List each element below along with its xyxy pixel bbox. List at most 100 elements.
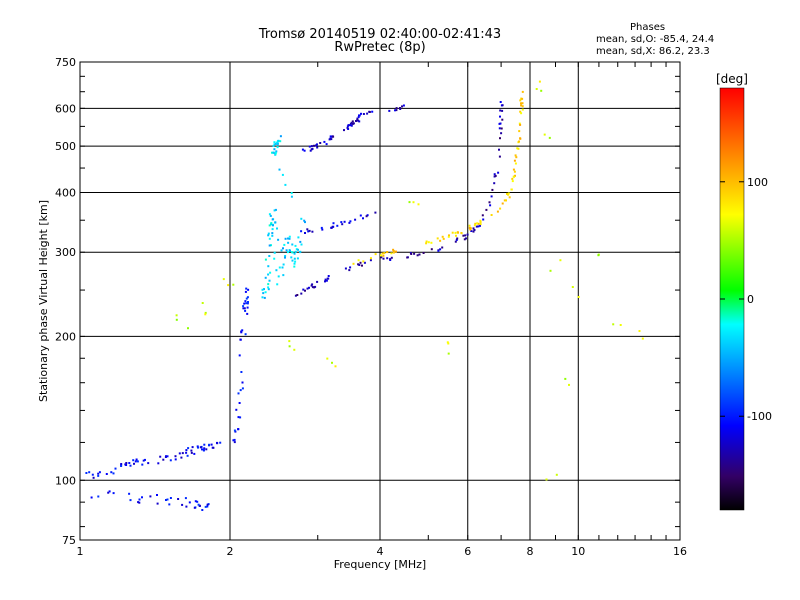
- echo-point: [264, 276, 267, 279]
- echo-point: [488, 201, 491, 204]
- echo-point: [425, 242, 428, 245]
- echo-point: [261, 288, 264, 291]
- echo-point: [325, 279, 328, 282]
- echo-point: [274, 208, 277, 211]
- echo-point: [273, 143, 276, 146]
- echo-point: [490, 214, 493, 216]
- echo-point: [521, 90, 524, 93]
- y-tick-label: 75: [62, 534, 76, 547]
- echo-point: [174, 455, 177, 458]
- y-axis-label: Stationary phase Virtual Height [km]: [37, 200, 50, 402]
- echo-point: [132, 459, 135, 462]
- echo-point: [441, 246, 444, 249]
- echo-point: [382, 257, 385, 260]
- echo-point: [311, 147, 314, 150]
- echo-point: [273, 141, 276, 144]
- echo-point: [324, 280, 326, 283]
- echo-point: [416, 254, 419, 257]
- echo-point: [412, 201, 415, 204]
- echo-point: [369, 259, 372, 262]
- echo-point: [216, 442, 219, 445]
- echo-point: [114, 467, 117, 470]
- echo-point: [240, 331, 243, 334]
- echo-point: [469, 228, 472, 231]
- echo-point: [513, 159, 516, 162]
- echo-point: [351, 120, 354, 123]
- echo-point: [454, 231, 457, 234]
- echo-point: [197, 503, 200, 506]
- echo-point: [641, 337, 644, 340]
- echo-point: [97, 495, 100, 498]
- echo-point: [133, 462, 135, 465]
- echo-point: [193, 506, 196, 509]
- echo-point: [638, 330, 641, 332]
- echo-point: [203, 443, 206, 446]
- echo-point: [389, 258, 392, 261]
- echo-point: [519, 110, 522, 113]
- echo-point: [293, 262, 296, 265]
- echo-point: [203, 447, 206, 450]
- echo-point: [319, 142, 322, 144]
- echo-point: [357, 259, 360, 262]
- echo-point: [274, 151, 277, 154]
- echo-point: [290, 195, 293, 198]
- echo-point: [300, 243, 303, 246]
- echo-point: [340, 221, 343, 224]
- echo-point: [297, 236, 300, 239]
- echo-point: [288, 235, 291, 238]
- echo-point: [288, 345, 291, 348]
- echo-point: [129, 464, 132, 467]
- echo-point: [499, 115, 501, 118]
- echo-point: [279, 135, 282, 138]
- echo-point: [501, 118, 504, 121]
- echo-point: [507, 193, 510, 196]
- echo-point: [268, 244, 271, 247]
- echo-point: [555, 473, 558, 476]
- echo-point: [355, 120, 357, 122]
- echo-point: [191, 446, 194, 449]
- stats-heading: Phases: [630, 22, 666, 33]
- echo-point: [264, 291, 267, 294]
- echo-point: [135, 458, 138, 461]
- echo-point: [159, 455, 162, 458]
- echo-point: [227, 284, 230, 287]
- echo-point: [263, 288, 265, 291]
- echo-point: [597, 254, 600, 257]
- echo-point: [246, 302, 249, 305]
- echo-point: [175, 318, 178, 321]
- echo-point: [164, 456, 167, 458]
- echo-point: [245, 297, 248, 300]
- echo-point: [521, 97, 524, 100]
- echo-point: [347, 124, 350, 127]
- echo-point: [521, 108, 524, 111]
- echo-point: [394, 109, 396, 112]
- echo-point: [465, 237, 467, 240]
- echo-point: [85, 472, 88, 474]
- echo-point: [507, 192, 510, 195]
- echo-point: [446, 341, 449, 344]
- colorbar-tick-label: 0: [747, 293, 754, 306]
- colorbar-tick-label: 100: [747, 176, 768, 189]
- echo-point: [470, 230, 473, 232]
- echo-point: [493, 173, 496, 176]
- echo-point: [243, 302, 246, 305]
- echo-point: [128, 492, 131, 495]
- echo-point: [540, 89, 543, 92]
- echo-point: [241, 381, 244, 384]
- echo-point: [278, 168, 281, 171]
- echo-point: [278, 266, 281, 269]
- echo-point: [535, 88, 538, 90]
- echo-point: [267, 234, 270, 237]
- echo-point: [125, 464, 128, 466]
- echo-point: [277, 139, 280, 142]
- echo-point: [346, 125, 349, 128]
- echo-point: [267, 283, 270, 286]
- echo-point: [354, 218, 357, 221]
- echo-point: [237, 428, 240, 431]
- echo-point: [479, 221, 482, 224]
- echo-point: [194, 500, 197, 503]
- echo-point: [204, 311, 207, 314]
- echo-point: [408, 201, 411, 204]
- y-tick-label: 400: [55, 186, 76, 199]
